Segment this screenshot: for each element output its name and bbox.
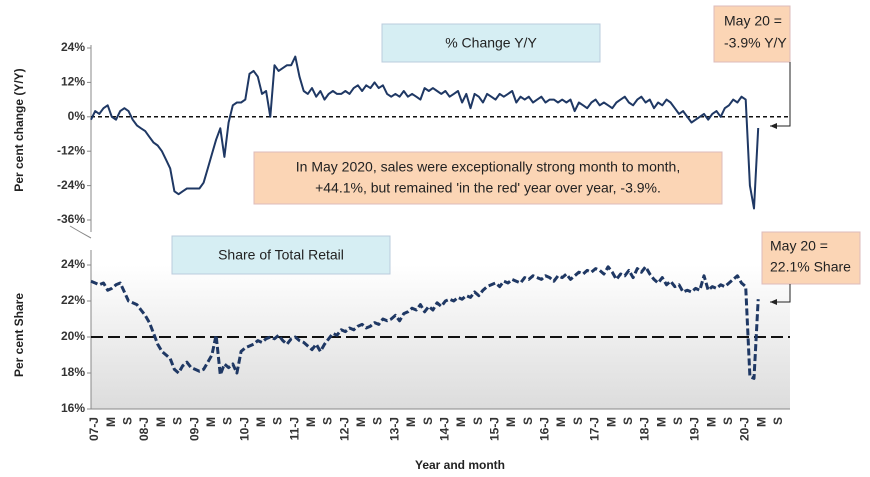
chart-title: % Change Y/Y xyxy=(445,35,537,51)
x-tick-label: 07-J xyxy=(87,417,101,441)
data-line xyxy=(90,55,760,210)
x-tick-label: 18-J xyxy=(638,417,652,441)
callout-text: May 20 = xyxy=(770,238,828,254)
title-box xyxy=(171,235,391,275)
x-tick-label: 11-J xyxy=(287,417,301,440)
note-text: In May 2020, sales were exceptionally st… xyxy=(296,159,680,175)
y-tick-label: -36% xyxy=(57,212,85,226)
x-tick-label: S xyxy=(371,417,385,425)
x-tick-label: 10-J xyxy=(237,417,251,441)
x-tick-label: 08-J xyxy=(137,417,151,441)
title-box xyxy=(381,23,601,63)
x-tick-label: 20-J xyxy=(738,417,752,441)
x-tick-label: S xyxy=(721,417,735,425)
x-tick-label: M xyxy=(204,417,218,427)
x-tick-label: S xyxy=(221,417,235,425)
x-tick-label: S xyxy=(321,417,335,425)
callout-box xyxy=(761,231,861,285)
x-tick-label: S xyxy=(171,417,185,425)
axis-break xyxy=(69,225,92,239)
x-tick-label: S xyxy=(771,417,785,425)
note-text: +44.1%, but remained 'in the red' year o… xyxy=(315,180,661,196)
x-tick-label: S xyxy=(271,417,285,425)
x-tick-label: M xyxy=(554,417,568,427)
x-tick-label: M xyxy=(404,417,418,427)
y-axis-label: Per cent Share xyxy=(12,293,26,377)
x-tick-label: M xyxy=(604,417,618,427)
x-tick-label: S xyxy=(671,417,685,425)
y-tick-label: 0% xyxy=(68,109,86,123)
y-tick-label: -24% xyxy=(57,178,85,192)
callout-text: May 20 = xyxy=(724,13,782,29)
arrowhead xyxy=(770,123,777,129)
y-tick-label: 16% xyxy=(61,401,85,415)
x-tick-label: M xyxy=(654,417,668,427)
callout-box xyxy=(713,5,791,63)
x-tick-label: 17-J xyxy=(588,417,602,441)
x-tick-label: M xyxy=(704,417,718,427)
x-tick-label: M xyxy=(454,417,468,427)
x-tick-label: S xyxy=(121,417,135,425)
x-tick-label: 14-J xyxy=(437,417,451,441)
x-tick-label: M xyxy=(104,417,118,427)
x-tick-label: S xyxy=(471,417,485,425)
x-tick-label: S xyxy=(571,417,585,425)
callout-text: -3.9% Y/Y xyxy=(724,35,787,51)
x-tick-label: 19-J xyxy=(688,417,702,441)
data-line xyxy=(90,265,760,380)
x-tick-label: M xyxy=(354,417,368,427)
y-tick-label: 18% xyxy=(61,365,85,379)
x-tick-label: M xyxy=(754,417,768,427)
note-box xyxy=(253,151,723,205)
x-tick-label: M xyxy=(154,417,168,427)
arrowhead xyxy=(770,299,777,305)
y-tick-label: 20% xyxy=(61,329,85,343)
x-tick-label: 12-J xyxy=(337,417,351,441)
x-tick-label: 09-J xyxy=(187,417,201,441)
chart-title: Share of Total Retail xyxy=(218,247,344,263)
y-tick-label: 22% xyxy=(61,293,85,307)
y-tick-label: 12% xyxy=(61,75,85,89)
x-tick-label: M xyxy=(304,417,318,427)
x-tick-label: 15-J xyxy=(487,417,501,441)
x-tick-label: 16-J xyxy=(538,417,552,441)
x-tick-label: M xyxy=(254,417,268,427)
y-tick-label: 24% xyxy=(61,40,85,54)
x-tick-label: 13-J xyxy=(387,417,401,441)
callout-text: 22.1% Share xyxy=(770,259,851,275)
x-tick-label: S xyxy=(621,417,635,425)
x-tick-label: M xyxy=(504,417,518,427)
y-tick-label: -12% xyxy=(57,143,85,157)
x-tick-label: S xyxy=(521,417,535,425)
x-tick-label: S xyxy=(421,417,435,425)
y-axis-label: Per cent change (Y/Y) xyxy=(12,68,26,191)
x-axis-label: Year and month xyxy=(415,458,505,472)
y-tick-label: 24% xyxy=(61,257,85,271)
